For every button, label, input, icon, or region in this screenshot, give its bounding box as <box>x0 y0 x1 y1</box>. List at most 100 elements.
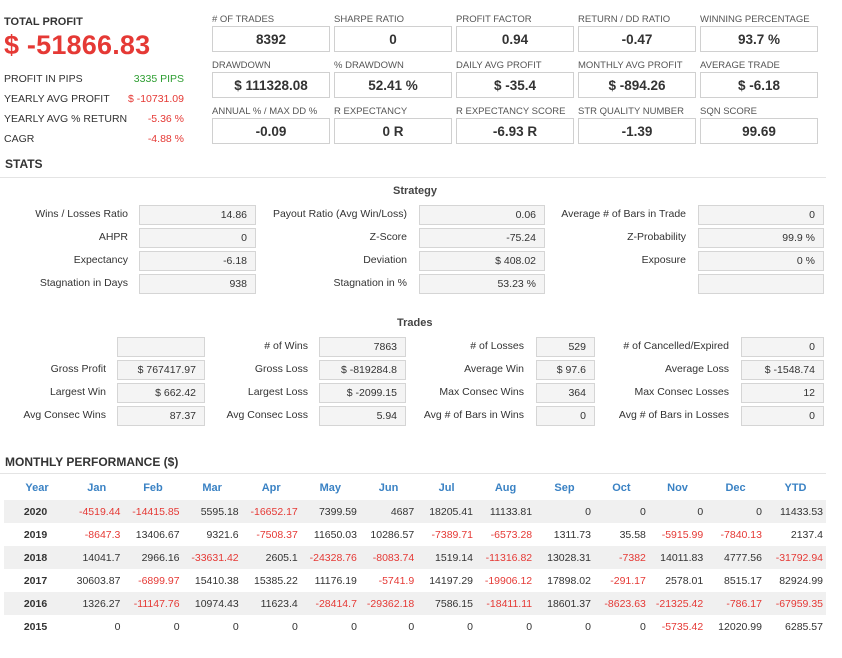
metric-card: SHARPE RATIO 0 <box>334 14 452 52</box>
trades-value: 529 <box>536 337 595 357</box>
month-cell: 4687 <box>359 500 418 523</box>
strategy-label: Stagnation in % <box>333 277 407 289</box>
column-header: Feb <box>143 482 163 494</box>
table-row: 2018 14041.7 2966.16 -33631.42 2605.1 -24328.… <box>4 546 826 569</box>
month-cell: -291.17 <box>593 569 649 592</box>
year-cell: 2018 <box>4 546 71 569</box>
summary-row-value: -4.88 % <box>147 133 184 145</box>
metric-label: PROFIT FACTOR <box>456 14 532 25</box>
summary-row: CAGR -4.88 % <box>4 129 184 149</box>
metric-card: DRAWDOWN $ 111328.08 <box>212 60 330 98</box>
trades-label: Average Win <box>464 363 524 375</box>
month-cell: 0 <box>359 615 418 638</box>
month-cell: 82924.99 <box>764 569 826 592</box>
metric-value: -0.47 <box>578 26 696 52</box>
trades-value: $ -2099.15 <box>319 383 406 403</box>
metric-label: DAILY AVG PROFIT <box>456 60 542 71</box>
trades-value: $ -1548.74 <box>741 360 824 380</box>
month-cell: 11433.53 <box>764 500 826 523</box>
column-header: Jul <box>438 482 455 494</box>
table-row: 2016 1326.27 -11147.76 10974.43 11623.4 -2841… <box>4 592 826 615</box>
month-cell: 14041.7 <box>70 546 124 569</box>
divider <box>0 177 826 178</box>
metric-label: RETURN / DD RATIO <box>578 14 671 25</box>
month-cell: 18205.41 <box>417 500 476 523</box>
month-cell: -8623.63 <box>593 592 649 615</box>
month-cell: -31792.94 <box>764 546 826 569</box>
month-cell: 35.58 <box>593 523 649 546</box>
metric-label: R EXPECTANCY SCORE <box>456 106 566 117</box>
month-cell: 10974.43 <box>182 592 242 615</box>
month-cell: -7508.37 <box>241 523 301 546</box>
month-cell: -6573.28 <box>476 523 536 546</box>
year-cell: 2015 <box>4 615 71 638</box>
metric-card: R EXPECTANCY SCORE -6.93 R <box>456 106 574 144</box>
month-cell: 14197.29 <box>417 569 476 592</box>
month-cell: -16652.17 <box>241 500 301 523</box>
column-header: Dec <box>725 482 746 494</box>
stats-title: STATS <box>5 157 43 171</box>
month-cell: 0 <box>535 615 594 638</box>
metric-value: -1.39 <box>578 118 696 144</box>
metric-value: 0 <box>334 26 452 52</box>
month-cell: 11623.4 <box>241 592 301 615</box>
month-cell: -21325.42 <box>648 592 707 615</box>
year-cell: 2017 <box>4 569 71 592</box>
month-cell: -5915.99 <box>648 523 707 546</box>
metric-card: AVERAGE TRADE $ -6.18 <box>700 60 818 98</box>
metric-card: PROFIT FACTOR 0.94 <box>456 14 574 52</box>
metric-value: $ -6.18 <box>700 72 818 98</box>
month-cell: 7399.59 <box>300 500 360 523</box>
strategy-value: 0.06 <box>419 205 545 225</box>
metric-card: SQN SCORE 99.69 <box>700 106 818 144</box>
strategy-subhead: Strategy <box>393 185 438 197</box>
trades-value: 5.94 <box>319 406 406 426</box>
column-header: Year <box>25 482 49 494</box>
month-cell: -7382 <box>593 546 649 569</box>
month-cell: -67959.35 <box>764 592 826 615</box>
month-cell: -28414.7 <box>300 592 360 615</box>
table-header-row: Year Jan Feb Mar Apr May Jun Jul Aug Sep Oct Nov Dec… <box>4 476 826 500</box>
trades-label: # of Losses <box>470 340 524 352</box>
metric-card: # OF TRADES 8392 <box>212 14 330 52</box>
month-cell: 18601.37 <box>535 592 594 615</box>
trades-value: $ 97.6 <box>536 360 595 380</box>
strategy-label: Z-Score <box>369 231 407 243</box>
year-cell: 2016 <box>4 592 71 615</box>
total-profit-label: TOTAL PROFIT <box>4 16 83 28</box>
month-cell: 0 <box>648 500 707 523</box>
strategy-value: 0 <box>698 205 824 225</box>
month-cell: 4777.56 <box>706 546 765 569</box>
month-cell: 0 <box>476 615 536 638</box>
month-cell: -5735.42 <box>648 615 707 638</box>
column-header: May <box>319 482 342 494</box>
trades-label: Max Consec Losses <box>634 386 729 398</box>
strategy-value: 938 <box>139 274 256 294</box>
trades-label: # of Wins <box>264 340 308 352</box>
month-cell: 0 <box>706 500 765 523</box>
month-cell: 0 <box>123 615 183 638</box>
month-cell: -33631.42 <box>182 546 242 569</box>
metric-label: AVERAGE TRADE <box>700 60 780 71</box>
month-cell: 0 <box>417 615 476 638</box>
month-cell: 1326.27 <box>70 592 124 615</box>
metric-value: -6.93 R <box>456 118 574 144</box>
summary-row-value: 3335 PIPS <box>133 73 184 85</box>
strategy-label: Exposure <box>641 254 686 266</box>
month-cell: -5741.9 <box>359 569 418 592</box>
metric-card: ANNUAL % / MAX DD % -0.09 <box>212 106 330 144</box>
metric-label: R EXPECTANCY <box>334 106 408 117</box>
summary-panel: TOTAL PROFIT $ -51866.83 PROFIT IN PIPS 3… <box>4 16 184 149</box>
month-cell: -18411.11 <box>476 592 536 615</box>
month-cell: 14011.83 <box>648 546 707 569</box>
summary-row: PROFIT IN PIPS 3335 PIPS <box>4 69 184 89</box>
month-cell: -4519.44 <box>70 500 124 523</box>
summary-row: YEARLY AVG PROFIT $ -10731.09 <box>4 89 184 109</box>
month-cell: 2966.16 <box>123 546 183 569</box>
trades-label: Average Loss <box>664 363 729 375</box>
strategy-value: 53.23 % <box>419 274 545 294</box>
column-header: Oct <box>612 482 631 494</box>
metric-value: $ -894.26 <box>578 72 696 98</box>
summary-row-value: $ -10731.09 <box>127 93 184 105</box>
total-profit-value: $ -51866.83 <box>4 30 151 60</box>
